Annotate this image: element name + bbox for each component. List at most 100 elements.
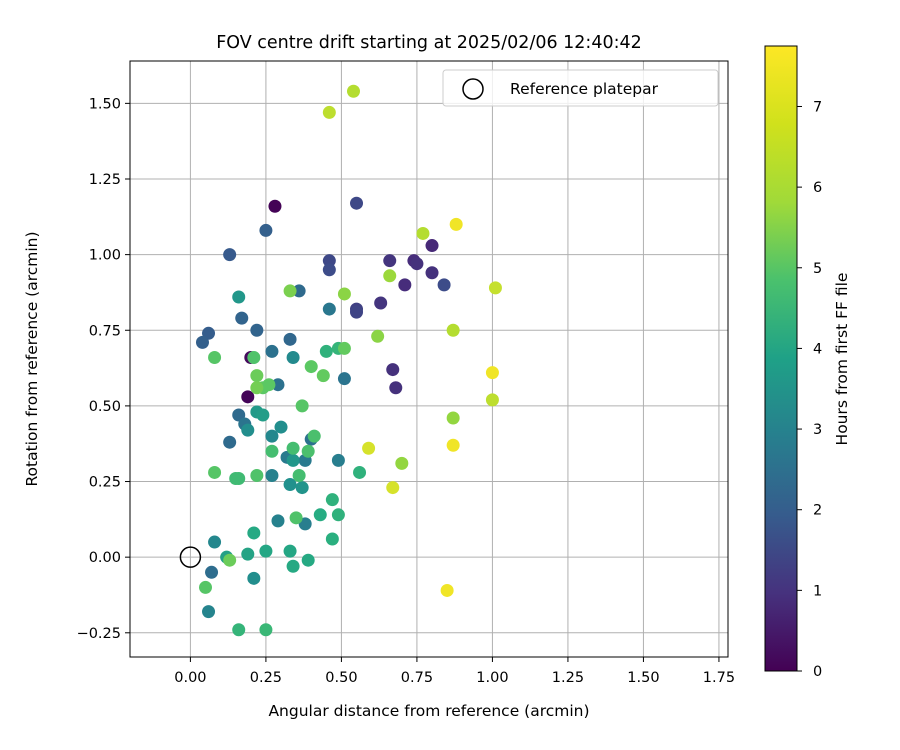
scatter-point <box>322 105 336 119</box>
y-tick-label: 0.50 <box>89 399 121 415</box>
colorbar-tick-label: 4 <box>813 341 822 357</box>
scatter-point <box>389 381 403 395</box>
scatter-point <box>232 623 246 637</box>
scatter-point <box>259 223 273 237</box>
scatter-point <box>337 287 351 301</box>
scatter-point <box>241 547 255 561</box>
scatter-point <box>304 360 318 374</box>
scatter-point <box>350 196 364 210</box>
scatter-point <box>265 444 279 458</box>
y-axis-ticks: −0.25 0.00 0.25 0.50 0.75 1.00 1.25 1.50 <box>77 96 130 642</box>
y-tick-label: −0.25 <box>77 626 121 642</box>
scatter-point <box>322 302 336 316</box>
scatter-point <box>350 305 364 319</box>
scatter-point <box>247 571 261 585</box>
y-tick-label: 0.00 <box>89 550 121 566</box>
scatter-point <box>259 623 273 637</box>
scatter-point <box>319 344 333 358</box>
x-tick-label: 0.00 <box>174 670 206 686</box>
scatter-point <box>202 605 216 619</box>
legend-marker-reference <box>462 78 484 100</box>
scatter-point <box>286 350 300 364</box>
scatter-point <box>346 84 360 98</box>
scatter-point <box>250 323 264 337</box>
scatter-points <box>195 84 502 637</box>
colorbar-tick-label: 5 <box>813 261 822 277</box>
scatter-point <box>325 532 339 546</box>
y-tick-label: 0.25 <box>89 475 121 491</box>
scatter-point <box>425 266 439 280</box>
scatter-point <box>205 565 219 579</box>
reference-marker <box>179 546 202 568</box>
scatter-point <box>371 329 385 343</box>
reference-point <box>179 546 202 568</box>
scatter-point <box>437 278 451 292</box>
plot-frame <box>129 60 729 658</box>
scatter-point <box>274 420 288 434</box>
scatter-point <box>295 399 309 413</box>
scatter-point <box>331 453 345 467</box>
scatter-point <box>223 553 237 567</box>
scatter-point <box>232 290 246 304</box>
y-tick-label: 1.25 <box>89 172 121 188</box>
scatter-point <box>241 390 255 404</box>
scatter-point <box>374 296 388 310</box>
scatter-point <box>446 438 460 452</box>
x-tick-label: 1.00 <box>476 670 508 686</box>
scatter-point <box>395 456 409 470</box>
x-tick-label: 0.75 <box>401 670 433 686</box>
scatter-point <box>250 381 264 395</box>
y-tick-label: 1.00 <box>89 248 121 264</box>
y-tick-label: 1.50 <box>89 96 121 112</box>
scatter-point <box>271 514 285 528</box>
scatter-point <box>488 281 502 295</box>
x-tick-label: 1.75 <box>703 670 735 686</box>
scatter-point <box>241 423 255 437</box>
scatter-point <box>416 226 430 240</box>
scatter-point <box>322 254 336 268</box>
scatter-point <box>383 254 397 268</box>
scatter-point <box>485 393 499 407</box>
scatter-point <box>316 369 330 383</box>
colorbar-tick-label: 0 <box>813 664 822 680</box>
scatter-point <box>268 199 282 213</box>
scatter-point <box>386 363 400 377</box>
scatter-point <box>337 372 351 386</box>
scatter-point <box>295 481 309 495</box>
colorbar-ticks: 0 1 2 3 4 5 6 7 <box>797 99 822 680</box>
colorbar-tick-label: 1 <box>813 583 822 599</box>
legend-box <box>442 69 719 107</box>
scatter-point <box>446 323 460 337</box>
colorbar-tick-label: 3 <box>813 422 822 438</box>
scatter-point <box>313 508 327 522</box>
colorbar-tick-label: 6 <box>813 180 822 196</box>
scatter-point <box>307 429 321 443</box>
scatter-point <box>283 544 297 558</box>
scatter-point <box>301 444 315 458</box>
x-axis-label: Angular distance from reference (arcmin) <box>268 702 589 720</box>
colorbar: 0 1 2 3 4 5 6 7 Hours from first FF file <box>764 45 851 680</box>
colorbar-gradient <box>764 45 798 672</box>
scatter-point <box>331 508 345 522</box>
legend-entry-reference: Reference platepar <box>510 80 659 98</box>
scatter-point <box>383 269 397 283</box>
grid <box>130 61 728 657</box>
x-tick-label: 0.50 <box>325 670 357 686</box>
scatter-point <box>353 465 367 479</box>
scatter-point <box>337 341 351 355</box>
scatter-point <box>223 248 237 262</box>
chart-title: FOV centre drift starting at 2025/02/06 … <box>216 33 642 53</box>
scatter-point <box>449 217 463 231</box>
scatter-point <box>398 278 412 292</box>
scatter-point <box>410 257 424 271</box>
colorbar-label: Hours from first FF file <box>833 273 851 446</box>
x-tick-label: 1.50 <box>627 670 659 686</box>
scatter-point <box>289 511 303 525</box>
scatter-point <box>301 553 315 567</box>
scatter-point <box>283 332 297 346</box>
scatter-point <box>208 465 222 479</box>
scatter-point <box>286 441 300 455</box>
scatter-point <box>247 350 261 364</box>
scatter-point <box>325 493 339 507</box>
scatter-point <box>485 366 499 380</box>
